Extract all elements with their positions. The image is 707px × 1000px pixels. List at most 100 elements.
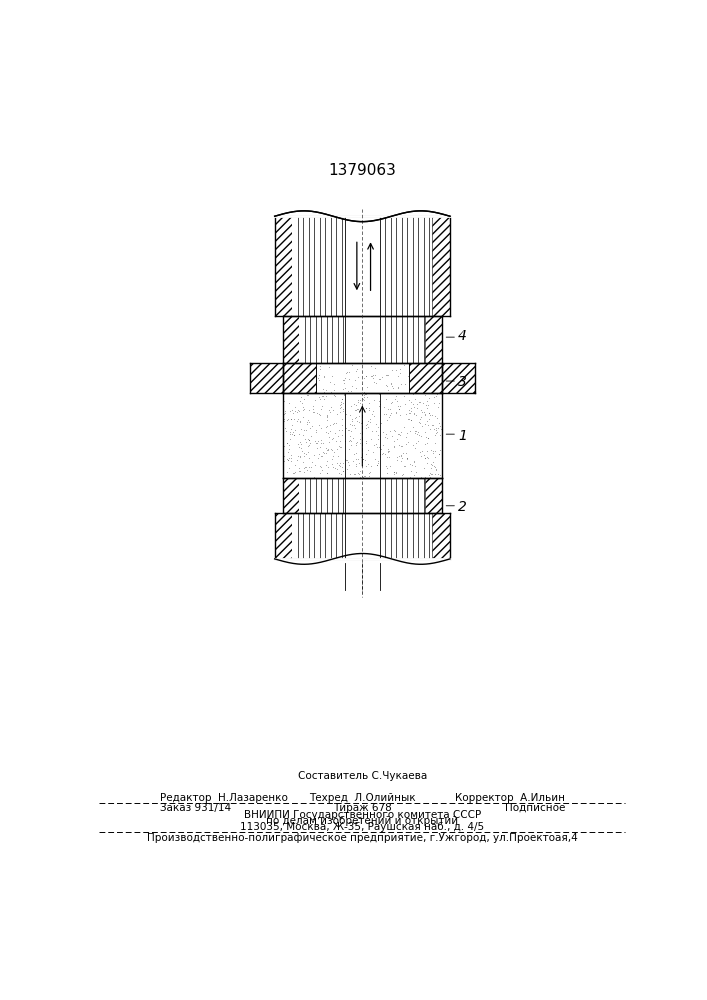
Point: [403, 402, 414, 418]
Point: [349, 402, 361, 418]
Point: [366, 431, 377, 447]
Point: [352, 465, 363, 481]
Point: [319, 384, 330, 400]
Point: [424, 465, 436, 481]
Point: [347, 430, 358, 446]
Point: [340, 406, 351, 422]
Text: Производственно-полиграфическое предприятие, г.Ужгород, ул.Проектоая,4: Производственно-полиграфическое предприя…: [147, 833, 578, 843]
Bar: [433, 216, 450, 316]
Point: [429, 427, 440, 443]
Bar: [299, 316, 345, 363]
Point: [419, 447, 430, 463]
Point: [293, 426, 304, 442]
Point: [304, 435, 315, 451]
Point: [291, 452, 303, 468]
Point: [369, 367, 380, 383]
Point: [372, 439, 383, 455]
Point: [331, 385, 342, 401]
Point: [355, 395, 366, 411]
Point: [382, 412, 393, 428]
Point: [430, 420, 441, 436]
Point: [419, 436, 431, 452]
Point: [341, 452, 353, 468]
Point: [400, 406, 411, 422]
Point: [414, 444, 426, 460]
Point: [287, 465, 298, 481]
Point: [411, 407, 422, 423]
Point: [349, 410, 361, 426]
Point: [284, 431, 296, 447]
Point: [343, 422, 354, 438]
Point: [386, 395, 397, 411]
Point: [344, 407, 356, 423]
Point: [421, 413, 433, 429]
Point: [322, 442, 333, 458]
Point: [281, 423, 292, 439]
Point: [409, 458, 421, 474]
Point: [427, 466, 438, 482]
Point: [391, 393, 402, 409]
Point: [392, 379, 403, 395]
Point: [295, 448, 306, 464]
Point: [311, 435, 322, 451]
Point: [298, 399, 309, 415]
Point: [339, 433, 351, 449]
Point: [431, 410, 443, 426]
Point: [423, 405, 434, 421]
Point: [296, 421, 307, 437]
Point: [380, 406, 391, 422]
Bar: [426, 478, 442, 513]
Point: [303, 459, 314, 475]
Point: [433, 395, 445, 411]
Point: [297, 409, 308, 425]
Point: [336, 422, 347, 438]
Point: [370, 436, 381, 452]
Point: [299, 445, 310, 461]
Point: [432, 420, 443, 436]
Point: [386, 375, 397, 391]
Point: [431, 422, 442, 438]
Point: [423, 411, 435, 427]
Point: [388, 438, 399, 454]
Point: [284, 450, 295, 466]
Point: [366, 368, 378, 384]
Point: [283, 452, 294, 468]
Point: [400, 396, 411, 412]
Point: [313, 446, 325, 462]
Point: [380, 426, 391, 442]
Text: Техред  Л.Олийнык: Техред Л.Олийнык: [309, 793, 416, 803]
Point: [301, 387, 312, 403]
Point: [323, 402, 334, 418]
Point: [421, 435, 433, 451]
Point: [283, 444, 294, 460]
Point: [337, 427, 348, 443]
Point: [337, 401, 349, 417]
Point: [406, 412, 417, 428]
Bar: [380, 478, 426, 513]
Point: [421, 429, 432, 445]
Point: [299, 431, 310, 447]
Point: [374, 446, 385, 462]
Point: [416, 409, 427, 425]
Point: [363, 419, 374, 435]
Point: [281, 412, 293, 428]
Point: [423, 390, 435, 406]
Point: [414, 414, 425, 430]
Point: [356, 454, 368, 470]
Point: [286, 453, 297, 469]
Point: [303, 432, 314, 448]
Point: [382, 449, 393, 465]
Point: [390, 464, 402, 480]
Point: [400, 445, 411, 461]
Point: [301, 414, 312, 430]
Point: [392, 426, 404, 442]
Point: [385, 405, 397, 421]
Point: [333, 457, 344, 473]
Bar: [426, 316, 442, 363]
Point: [298, 391, 310, 407]
Point: [414, 411, 426, 427]
Point: [342, 383, 354, 399]
Point: [377, 369, 388, 385]
Point: [321, 382, 332, 398]
Point: [341, 461, 353, 477]
